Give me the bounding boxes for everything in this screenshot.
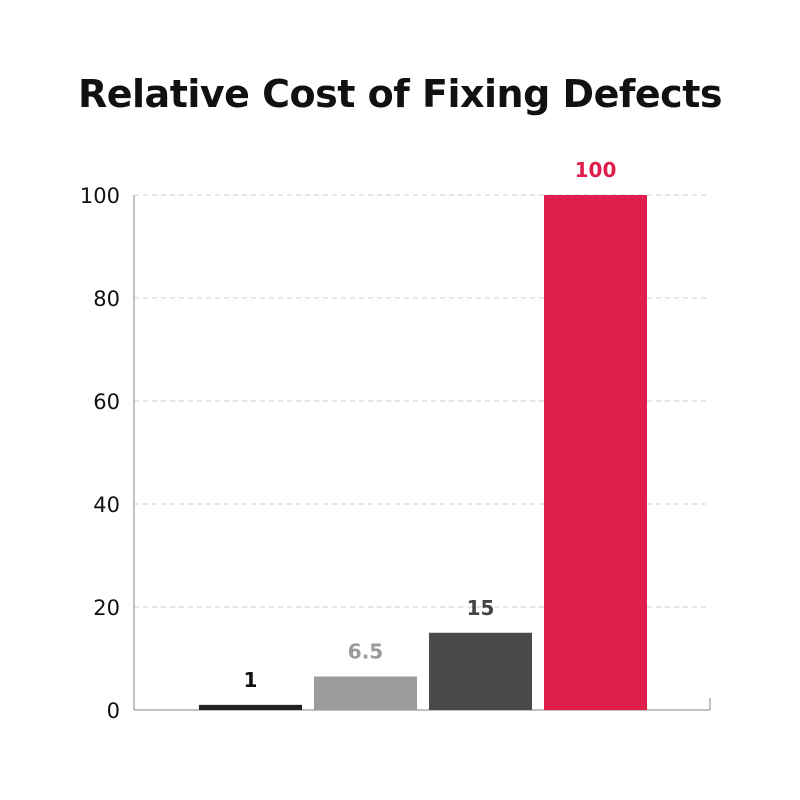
y-tick-labels: 0 20 40 60 80 100 [80,184,120,723]
y-tick-label: 60 [93,390,120,414]
bar [429,632,532,710]
y-tick-label: 80 [93,287,120,311]
y-tick-label: 40 [93,493,120,517]
bar-data-label: 6.5 [348,640,383,664]
data-labels: 1 6.5 15 100 [244,158,617,692]
bars [199,195,647,710]
bar-data-label: 1 [244,668,258,692]
y-tick-label: 100 [80,184,120,208]
bar [314,676,417,710]
bar [544,195,647,710]
bar-data-label: 100 [575,158,617,182]
y-tick-label: 0 [107,699,120,723]
bar [199,704,302,710]
bar-data-label: 15 [467,596,495,620]
y-tick-label: 20 [93,596,120,620]
chart-title: Relative Cost of Fixing Defects [78,72,722,116]
